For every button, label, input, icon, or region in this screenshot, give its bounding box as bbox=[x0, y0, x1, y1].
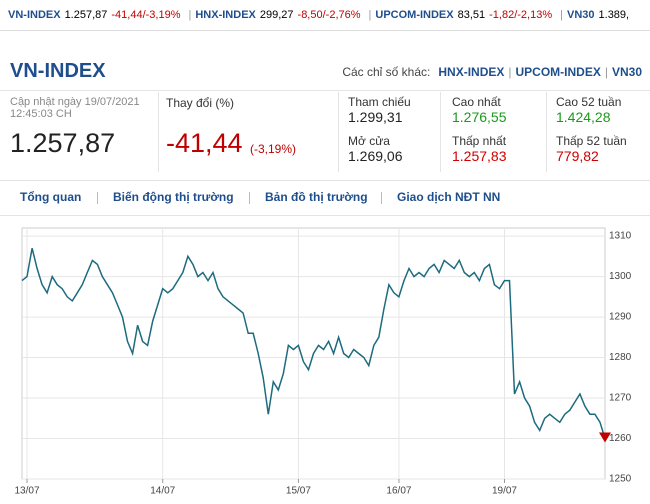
stat-label: Cao nhất bbox=[452, 95, 501, 109]
other-link[interactable]: VN30 bbox=[611, 65, 642, 79]
tab-bar: Tổng quan Biến động thị trường Bản đồ thị … bbox=[0, 180, 650, 216]
x-tick-label: 14/07 bbox=[150, 486, 175, 497]
other-label: Các chỉ số khác: bbox=[342, 65, 431, 79]
price: 1.257,87 bbox=[10, 128, 116, 158]
down-arrow bbox=[599, 432, 611, 443]
tab-separator bbox=[249, 192, 250, 204]
ticker-value: 299,27 bbox=[259, 9, 294, 21]
y-tick-label: 1280 bbox=[609, 352, 632, 363]
y-tick-label: 1290 bbox=[609, 312, 632, 323]
change: -41,44 bbox=[166, 128, 243, 158]
separator: | bbox=[560, 9, 563, 21]
stat-label: Tham chiếu bbox=[348, 95, 411, 109]
updated-time: 12:45:03 CH bbox=[10, 108, 72, 120]
stat-value: 1.276,55 bbox=[452, 109, 507, 125]
ticker-name[interactable]: UPCOM-INDEX bbox=[375, 9, 454, 21]
separator: | bbox=[368, 9, 372, 21]
stat-label: Thấp 52 tuần bbox=[556, 134, 627, 148]
tab[interactable]: Giao dịch NĐT NN bbox=[397, 190, 501, 204]
stat-value: 1.269,06 bbox=[348, 148, 403, 164]
tab[interactable]: Biến động thị trường bbox=[113, 190, 234, 204]
separator: | bbox=[508, 65, 512, 79]
ticker-change: -8,50/-2,76% bbox=[297, 9, 361, 21]
ticker-change: -1,82/-2,13% bbox=[489, 9, 553, 21]
ticker-name[interactable]: HNX-INDEX bbox=[195, 9, 256, 21]
separator: | bbox=[604, 65, 608, 79]
divider bbox=[546, 92, 547, 172]
other-indices: Các chỉ số khác: HNX-INDEX | UPCOM-INDEX | VN… bbox=[342, 65, 642, 79]
x-tick-label: 16/07 bbox=[386, 486, 411, 497]
ticker-bar: VN-INDEX 1.257,87 -41,44/-3,19% | HNX-INDEX 2… bbox=[0, 0, 650, 31]
stat-label: Thấp nhất bbox=[452, 134, 507, 148]
ticker-name[interactable]: VN30 bbox=[566, 9, 595, 21]
divider bbox=[338, 92, 339, 172]
ticker-name[interactable]: VN-INDEX bbox=[8, 9, 61, 21]
stat-label: Cao 52 tuần bbox=[556, 95, 622, 109]
x-tick-label: 13/07 bbox=[15, 486, 40, 497]
y-tick-label: 1270 bbox=[609, 393, 632, 404]
other-link[interactable]: HNX-INDEX bbox=[438, 65, 505, 79]
tab-separator bbox=[381, 192, 382, 204]
price-line bbox=[21, 248, 606, 439]
change-label: Thay đổi (%) bbox=[166, 96, 235, 110]
other-link[interactable]: UPCOM-INDEX bbox=[515, 65, 601, 79]
divider bbox=[0, 90, 650, 91]
tab[interactable]: Bản đồ thị trường bbox=[265, 190, 368, 204]
divider bbox=[440, 92, 441, 172]
y-tick-label: 1250 bbox=[609, 474, 632, 485]
ticker-change: -41,44/-3,19% bbox=[111, 9, 181, 21]
y-tick-label: 1310 bbox=[609, 231, 632, 242]
stat-value: 779,82 bbox=[556, 148, 599, 164]
y-tick-label: 1260 bbox=[609, 433, 632, 444]
x-tick-label: 19/07 bbox=[492, 486, 517, 497]
tab-separator bbox=[97, 192, 98, 204]
updated-label: Cập nhật ngày 19/07/2021 bbox=[10, 96, 140, 108]
change-pct: (-3,19%) bbox=[250, 142, 297, 156]
ticker-value: 1.389, bbox=[598, 9, 630, 21]
ticker-value: 83,51 bbox=[457, 9, 486, 21]
tab[interactable]: Tổng quan bbox=[20, 190, 82, 204]
separator: | bbox=[188, 9, 192, 21]
x-tick-label: 15/07 bbox=[286, 486, 311, 497]
stat-value: 1.424,28 bbox=[556, 109, 611, 125]
stat-value: 1.299,31 bbox=[348, 109, 403, 125]
stat-value: 1.257,83 bbox=[452, 148, 507, 164]
index-title: VN-INDEX bbox=[10, 60, 106, 82]
stat-label: Mở cửa bbox=[348, 134, 390, 148]
ticker-value: 1.257,87 bbox=[64, 9, 108, 21]
y-tick-label: 1300 bbox=[609, 271, 632, 282]
divider bbox=[158, 92, 159, 172]
